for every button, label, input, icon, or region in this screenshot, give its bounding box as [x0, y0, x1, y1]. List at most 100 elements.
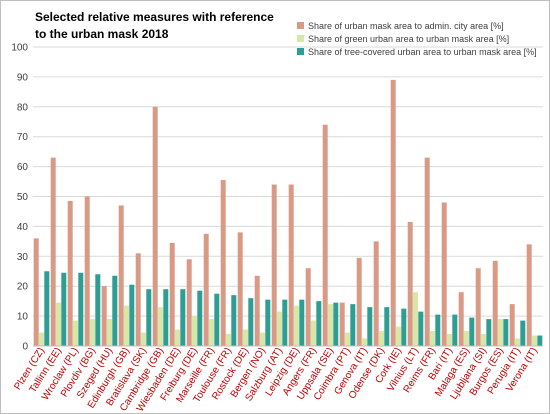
bar-series-2 — [56, 302, 61, 346]
bar-series-3 — [503, 319, 509, 346]
bar-series-2 — [175, 329, 180, 346]
bar-series-1 — [220, 180, 226, 346]
bar-series-3 — [197, 290, 203, 346]
y-tick-label: 100 — [11, 43, 28, 54]
bar-series-3 — [282, 299, 288, 346]
bar-series-1 — [424, 157, 430, 346]
bar-series-1 — [492, 260, 498, 346]
bar-series-1 — [271, 184, 277, 346]
bar-series-1 — [322, 124, 328, 347]
bar-series-2 — [447, 334, 452, 346]
bar-series-2 — [141, 332, 146, 346]
bar-series-3 — [367, 307, 373, 346]
bar-series-1 — [186, 259, 192, 346]
legend-label: Share of urban mask area to admin. city … — [308, 21, 504, 31]
bar-series-1 — [152, 106, 158, 346]
y-tick-label: 0 — [22, 342, 28, 353]
bar-series-1 — [50, 157, 56, 346]
bar-series-1 — [441, 202, 447, 346]
y-tick-label: 80 — [17, 102, 29, 113]
bar-series-1 — [288, 184, 294, 346]
bar-series-2 — [532, 335, 537, 346]
bar-series-3 — [469, 317, 475, 346]
bar-series-3 — [316, 301, 322, 346]
bar-series-1 — [390, 79, 396, 346]
bar-series-3 — [435, 314, 441, 346]
bar-series-2 — [345, 332, 350, 346]
bar-series-3 — [129, 284, 135, 346]
bar-series-3 — [333, 302, 339, 346]
legend-label: Share of green urban area to urban mask … — [308, 34, 509, 44]
bar-series-1 — [356, 257, 362, 346]
bar-series-3 — [44, 271, 50, 346]
bar-series-3 — [418, 311, 424, 346]
y-tick-label: 20 — [17, 282, 29, 293]
bar-series-2 — [362, 338, 367, 346]
bar-series-3 — [146, 289, 152, 346]
bar-series-3 — [299, 299, 305, 346]
bar-series-2 — [192, 316, 197, 346]
bar-series-2 — [464, 331, 469, 346]
y-tick-label: 30 — [17, 252, 29, 263]
bar-series-2 — [243, 329, 248, 346]
bar-series-1 — [237, 232, 243, 346]
bar-series-1 — [84, 196, 90, 346]
bar-series-2 — [413, 292, 418, 346]
bar-series-1 — [509, 304, 515, 346]
bar-series-3 — [401, 308, 407, 347]
bar-series-1 — [67, 200, 73, 346]
bar-series-2 — [260, 332, 265, 346]
y-tick-label: 70 — [17, 132, 29, 143]
bar-series-2 — [515, 338, 520, 346]
bar-series-1 — [118, 205, 124, 346]
bar-series-3 — [231, 295, 237, 346]
bar-series-2 — [481, 334, 486, 346]
bar-series-2 — [226, 334, 231, 346]
bar-series-3 — [384, 307, 390, 346]
bar-series-3 — [265, 299, 271, 346]
legend-swatch — [297, 48, 304, 55]
gridlines — [33, 46, 543, 347]
bar-series-3 — [112, 275, 118, 346]
bar-series-2 — [430, 331, 435, 346]
bar-series-1 — [407, 221, 413, 346]
bar-series-1 — [135, 253, 141, 346]
bar-series-2 — [107, 319, 112, 346]
bar-series-2 — [277, 311, 282, 346]
bar-series-2 — [73, 320, 78, 346]
bar-series-1 — [373, 241, 379, 346]
y-tick-label: 10 — [17, 312, 29, 323]
legend-swatch — [297, 35, 304, 42]
bar-series-3 — [350, 304, 356, 346]
bar-series-3 — [520, 320, 526, 346]
y-tick-label: 60 — [17, 162, 29, 173]
bar-series-1 — [169, 242, 175, 346]
bar-series-3 — [486, 319, 492, 346]
bar-series-3 — [537, 335, 543, 346]
bar-series-1 — [305, 268, 311, 346]
bar-series-1 — [33, 238, 39, 346]
bar-series-2 — [158, 307, 163, 346]
bar-series-2 — [90, 319, 95, 346]
y-tick-label: 50 — [17, 192, 29, 203]
bar-series-1 — [254, 275, 260, 346]
bar-series-3 — [78, 272, 84, 346]
bar-series-1 — [203, 233, 209, 347]
bar-series-1 — [526, 244, 532, 346]
bar-series-2 — [209, 319, 214, 346]
legend: Share of urban mask area to admin. city … — [297, 21, 537, 57]
y-tick-label: 40 — [17, 222, 29, 233]
bar-series-3 — [214, 293, 220, 346]
bar-series-2 — [498, 319, 503, 346]
bar-series-3 — [95, 274, 101, 346]
y-tick-label: 90 — [17, 72, 29, 83]
bar-series-3 — [61, 272, 67, 346]
bar-series-3 — [180, 289, 186, 346]
chart-title: Selected relative measures with referenc… — [35, 10, 274, 41]
bar-series-1 — [458, 292, 464, 346]
bar-series-2 — [39, 332, 44, 346]
bar-series-1 — [101, 286, 107, 346]
legend-label: Share of tree-covered urban area to urba… — [308, 47, 537, 57]
